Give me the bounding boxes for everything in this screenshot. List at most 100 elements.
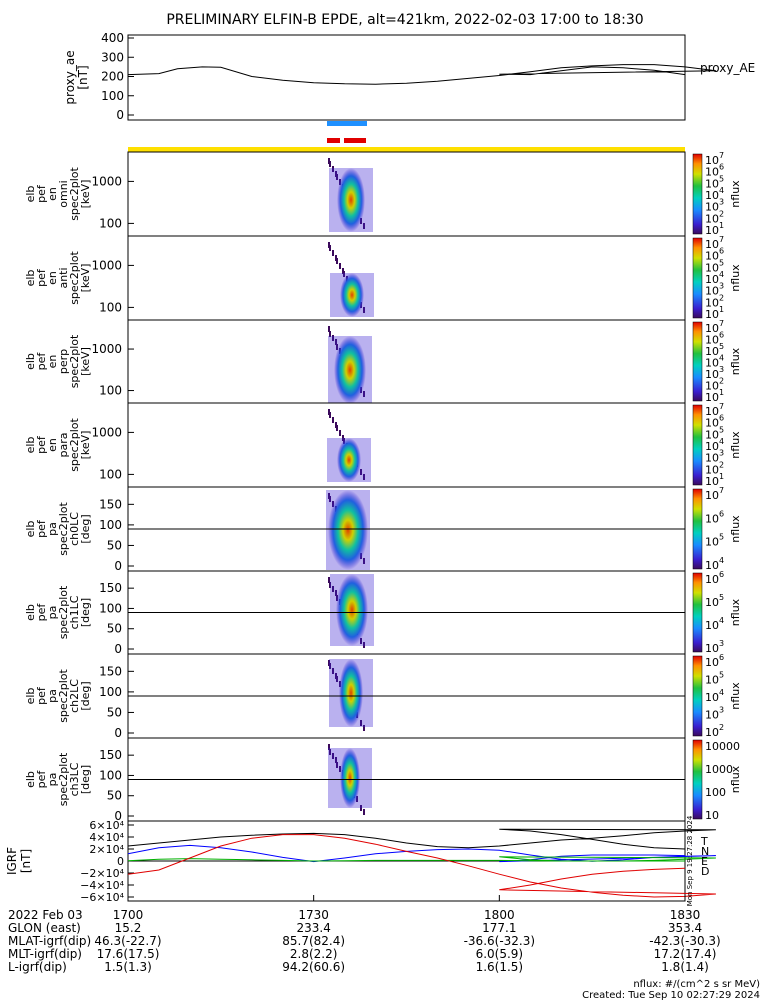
flux-pixel bbox=[332, 166, 334, 172]
ytick-label: 150 bbox=[99, 581, 122, 595]
colorbar-tick-exponent: 7 bbox=[719, 151, 724, 160]
axis-label: [nT] bbox=[19, 849, 33, 873]
info-row-value: 1.6(1.5) bbox=[476, 960, 524, 974]
colorbar-tick-label: 10 bbox=[705, 357, 719, 370]
flux-blob bbox=[337, 438, 361, 482]
axis-label: perp bbox=[57, 349, 70, 374]
ytick-label: 1000 bbox=[91, 425, 122, 439]
info-row-value: 15.2 bbox=[115, 921, 142, 935]
panel-frame bbox=[127, 402, 686, 488]
ytick-label: 50 bbox=[107, 622, 122, 636]
axis-label: pa bbox=[46, 773, 59, 787]
colorbar-tick-label: 10 bbox=[705, 285, 719, 298]
colorbar-tick-exponent: 7 bbox=[719, 402, 724, 411]
axis-label: [deg] bbox=[79, 514, 92, 543]
axis-label: pef bbox=[35, 268, 48, 287]
info-row-value: 1730 bbox=[298, 908, 329, 922]
colorbar-tick-exponent: 3 bbox=[719, 282, 724, 291]
colorbar-tick-label: 10 bbox=[705, 452, 719, 465]
flux-pixel bbox=[332, 668, 334, 674]
flux-pixel bbox=[329, 412, 331, 418]
axis-label: [deg] bbox=[79, 765, 92, 794]
colorbar-tick-label: 10 bbox=[705, 238, 719, 251]
colorbar-tick-exponent: 4 bbox=[719, 688, 724, 697]
flux-pixel bbox=[328, 744, 330, 750]
panel-frame bbox=[127, 151, 686, 237]
axis-label: [nT] bbox=[76, 65, 90, 89]
red-bar bbox=[344, 138, 366, 143]
flux-pixel bbox=[332, 250, 334, 256]
axis-label: spec2plot bbox=[68, 418, 81, 472]
flux-pixel bbox=[329, 663, 331, 669]
colorbar-label: nflux bbox=[729, 180, 742, 208]
colorbar-tick-label: 10 bbox=[705, 177, 719, 190]
flux-pixel bbox=[336, 762, 338, 768]
colorbar-tick-exponent: 1 bbox=[719, 305, 724, 314]
axis-label: en bbox=[46, 355, 59, 369]
colorbar-tick-label: 10 bbox=[705, 189, 719, 202]
footer-text: Created: Tue Sep 10 02:27:29 2024 bbox=[582, 990, 760, 1000]
ytick-label: 50 bbox=[107, 705, 122, 719]
colorbar-tick-exponent: 2 bbox=[719, 377, 724, 386]
flux-pixel bbox=[335, 339, 337, 345]
flux-pixel bbox=[329, 245, 331, 251]
proxy-ae-line bbox=[127, 64, 716, 85]
igrf-E-line bbox=[127, 856, 716, 862]
ytick-label: 0 bbox=[114, 559, 122, 573]
igrf-side-text: Mon Sep 9 19:27:28 2024 bbox=[686, 815, 694, 906]
colorbar-tick-label: 10 bbox=[705, 417, 719, 430]
colorbar-label: nflux bbox=[729, 598, 742, 626]
info-row-value: -42.3(-30.3) bbox=[649, 934, 720, 948]
ytick-label: 200 bbox=[101, 70, 124, 84]
colorbar-tick-label: 10 bbox=[705, 261, 719, 274]
flux-pixel bbox=[360, 469, 362, 475]
info-row-label: L-igrf(dip) bbox=[8, 960, 67, 974]
flux-pixel bbox=[336, 344, 338, 350]
colorbar-tick-label: 10 bbox=[705, 166, 719, 179]
info-row-value: 233.4 bbox=[296, 921, 330, 935]
ytick-label: 100 bbox=[99, 518, 122, 532]
colorbar-tick-exponent: 3 bbox=[719, 706, 724, 715]
colorbar-tick-label: 10 bbox=[705, 201, 719, 214]
colorbar-tick-exponent: 5 bbox=[719, 174, 724, 183]
flux-pixel bbox=[329, 496, 331, 502]
info-row-label: MLAT-igrf(dip) bbox=[8, 934, 91, 948]
axis-label: elb bbox=[24, 186, 37, 203]
flux-pixel bbox=[332, 335, 334, 341]
flux-blob bbox=[339, 659, 363, 727]
info-row-value: 1830 bbox=[670, 908, 701, 922]
colorbar-tick-exponent: 4 bbox=[719, 354, 724, 363]
flux-pixel bbox=[329, 331, 331, 337]
colorbar-tick-exponent: 6 bbox=[719, 509, 724, 518]
flux-pixel bbox=[339, 430, 341, 436]
flux-pixel bbox=[360, 638, 362, 644]
colorbar-label: nflux bbox=[729, 431, 742, 459]
colorbar-tick-exponent: 2 bbox=[719, 460, 724, 469]
colorbar-tick-exponent: 1 bbox=[719, 472, 724, 481]
axis-label: proxy_ae bbox=[63, 50, 77, 104]
colorbar-tick-exponent: 5 bbox=[719, 258, 724, 267]
colorbar bbox=[692, 739, 703, 820]
colorbar-tick-label: 1000 bbox=[705, 763, 733, 776]
ytick-label: 100 bbox=[101, 89, 124, 103]
flux-pixel bbox=[363, 725, 365, 731]
colorbar-tick-exponent: 5 bbox=[719, 671, 724, 680]
colorbar-tick-exponent: 2 bbox=[719, 293, 724, 302]
info-row-label: 2022 Feb 03 bbox=[8, 908, 83, 922]
igrf-T-line bbox=[127, 828, 716, 850]
axis-label: elb bbox=[24, 771, 37, 788]
colorbar-tick-exponent: 4 bbox=[719, 270, 724, 279]
colorbar-tick-label: 10 bbox=[705, 440, 719, 453]
colorbar-tick-exponent: 6 bbox=[719, 653, 724, 662]
colorbar-tick-label: 10 bbox=[705, 250, 719, 263]
axis-label: [deg] bbox=[79, 681, 92, 710]
axis-label: [keV] bbox=[79, 264, 92, 293]
info-row-value: 1700 bbox=[113, 908, 144, 922]
colorbar-tick-label: 10 bbox=[705, 212, 719, 225]
info-row-value: 177.1 bbox=[482, 921, 516, 935]
colorbar-tick-exponent: 3 bbox=[719, 198, 724, 207]
colorbar-tick-label: 10 bbox=[705, 512, 719, 525]
colorbar-tick-label: 10 bbox=[705, 428, 719, 441]
colorbar-tick-exponent: 7 bbox=[719, 319, 724, 328]
